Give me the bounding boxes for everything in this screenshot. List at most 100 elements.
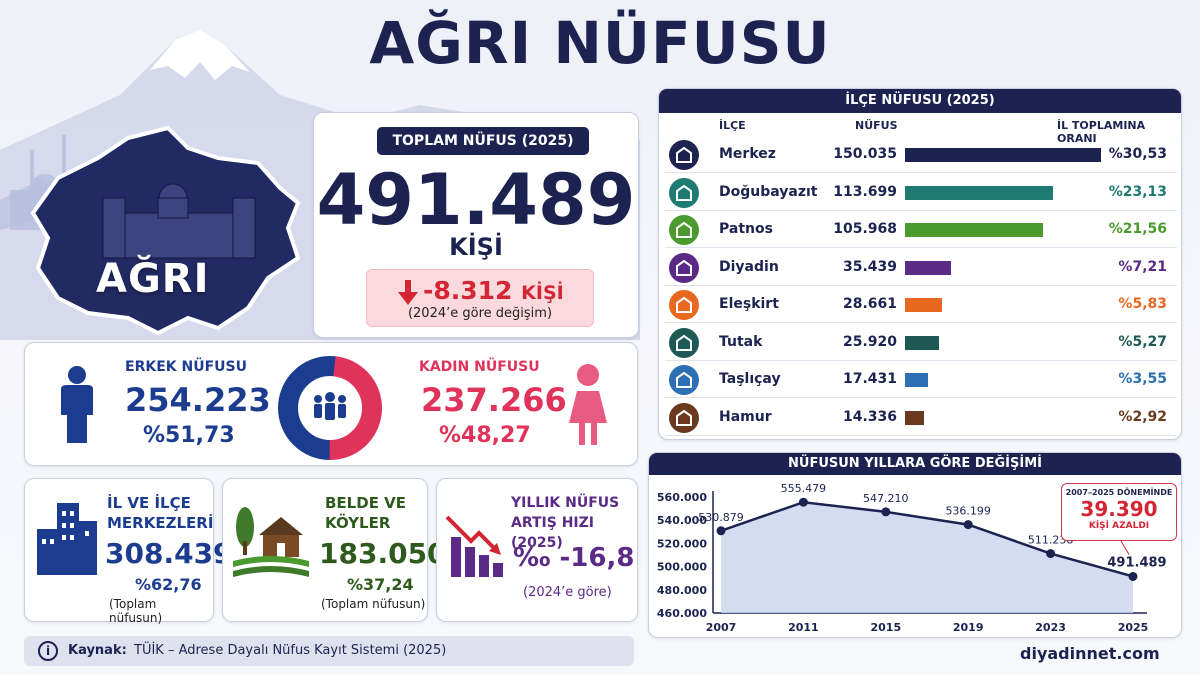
data-point	[963, 520, 973, 530]
district-share-bar	[905, 410, 924, 425]
villages-note: (Toplam nüfusun)	[321, 597, 426, 611]
growth-value: ‰ -16,8	[513, 543, 635, 573]
centers-value: 308.439	[105, 537, 233, 570]
district-population: 28.661	[842, 296, 897, 312]
callout-line1: 2007–2025 DÖNEMİNDE	[1065, 488, 1173, 497]
male-value: 254.223	[125, 381, 271, 419]
district-name: Patnos	[719, 221, 773, 237]
col-district: İLÇE	[719, 119, 746, 132]
province-label: AĞRI	[96, 256, 210, 302]
centers-card: İL VE İLÇE MERKEZLERİ 308.439 %62,76 (Top…	[24, 478, 233, 625]
female-value: 237.266	[421, 381, 567, 419]
villages-value: 183.050	[319, 537, 447, 570]
district-share-bar	[905, 148, 1101, 162]
bridge-icon	[669, 365, 699, 395]
x-tick-label: 2019	[953, 621, 984, 634]
info-icon: i	[38, 641, 58, 661]
district-population: 14.336	[842, 408, 897, 425]
area-fill	[721, 502, 1133, 613]
series-line	[720, 500, 1134, 578]
villages-card: BELDE VE KÖYLER 183.050 %37,24 (Toplam nü…	[222, 478, 447, 622]
change-note: (2024’e göre değişim)	[407, 306, 553, 321]
growth-title: YILLIK NÜFUS ARTIŞ HIZI (2025)	[511, 495, 620, 551]
district-row: Tutak 25.920 %5,27	[665, 325, 1177, 361]
chart-title: NÜFUSUN YILLARA GÖRE DEĞİŞİMİ	[649, 453, 1181, 475]
arch-icon	[669, 327, 699, 358]
gender-card: ERKEK NÜFUSU 254.223 %51,73 KADIN NÜFUSU…	[24, 342, 638, 466]
data-label: 530.879	[698, 511, 744, 524]
change-number: -8.312	[423, 276, 513, 305]
district-row: Diyadin 35.439 %7,21	[665, 250, 1177, 286]
y-tick-label: 460.000	[657, 607, 707, 620]
centers-title: İL VE İLÇE MERKEZLERİ	[107, 494, 214, 532]
district-name: Tutak	[719, 333, 763, 350]
data-label: 491.489	[1107, 555, 1166, 570]
district-population: 150.035	[833, 146, 897, 162]
district-share-bar	[905, 335, 939, 350]
site-link[interactable]: diyadinnet.com	[1020, 644, 1160, 663]
district-population: 113.699	[833, 183, 897, 200]
district-population: 105.968	[833, 221, 897, 237]
population-trend-chart: 560.000 540.000 520.000 500.000 480.000 460.0…	[657, 482, 1167, 634]
col-population: NÜFUS	[855, 119, 898, 132]
district-share: %30,53	[1108, 146, 1167, 162]
change-value: -8.312 KİŞİ	[423, 276, 564, 305]
x-tick-label: 2011	[788, 621, 819, 634]
growth-card: YILLIK NÜFUS ARTIŞ HIZI (2025) ‰ -16,8 (2…	[436, 478, 638, 622]
data-label: 536.199	[945, 505, 991, 518]
city-gate-icon	[669, 140, 699, 170]
page-title: AĞRI NÜFUSU	[369, 9, 831, 77]
district-share-bar	[905, 298, 943, 312]
y-tick-label: 480.000	[657, 584, 707, 597]
district-share: %3,55	[1118, 371, 1167, 387]
villages-pct: %37,24	[347, 575, 414, 594]
x-tick-label: 2023	[1035, 621, 1066, 634]
data-point	[1128, 571, 1138, 581]
house-icon	[669, 402, 699, 433]
female-pct: %48,27	[439, 423, 531, 448]
district-row: Taşlıçay 17.431 %3,55	[665, 362, 1177, 398]
mosque-icon	[669, 252, 699, 283]
district-name: Eleşkirt	[719, 296, 779, 312]
female-label: KADIN NÜFUSU	[419, 359, 540, 375]
district-name: Taşlıçay	[719, 371, 781, 387]
district-share: %7,21	[1118, 258, 1167, 275]
arrow-down-icon	[398, 280, 418, 305]
x-tick-label: 2007	[706, 621, 737, 634]
male-label: ERKEK NÜFUSU	[125, 359, 247, 375]
y-tick-label: 520.000	[657, 537, 707, 550]
change-unit: KİŞİ	[521, 282, 564, 304]
y-tick-label: 500.000	[657, 561, 707, 574]
district-share-bar	[905, 185, 1054, 200]
data-point	[1046, 549, 1056, 559]
male-pct: %51,73	[143, 423, 235, 448]
district-share: %5,27	[1118, 333, 1167, 350]
province-map	[30, 125, 301, 336]
source-text: TÜİK – Adrese Dayalı Nüfus Kayıt Sistemi…	[134, 643, 447, 658]
district-population: 17.431	[842, 371, 897, 387]
female-icon	[569, 364, 607, 445]
district-share: %23,13	[1108, 183, 1167, 200]
district-share: %2,92	[1118, 408, 1167, 425]
data-point	[798, 497, 808, 507]
data-point	[881, 507, 891, 517]
growth-note: (2024’e göre)	[523, 585, 612, 600]
total-header: TOPLAM NÜFUS (2025)	[377, 127, 589, 155]
district-population: 35.439	[842, 258, 897, 275]
district-name: Diyadin	[719, 258, 779, 275]
source-label: Kaynak:	[68, 643, 127, 658]
x-tick-label: 2015	[870, 621, 901, 634]
district-share: %5,83	[1118, 296, 1167, 312]
callout-pointer	[1120, 540, 1130, 555]
centers-pct: %62,76	[135, 575, 202, 594]
district-name: Merkez	[719, 146, 776, 162]
mountain-icon	[669, 177, 699, 208]
clock-tower-icon	[669, 215, 699, 245]
change-box: -8.312 KİŞİ (2024’e göre değişim)	[366, 269, 594, 327]
buildings-icon	[37, 503, 97, 575]
district-row: Eleşkirt 28.661 %5,83	[665, 287, 1177, 323]
decrease-callout: 2007–2025 DÖNEMİNDE 39.390 KİŞİ AZALDI	[1061, 483, 1177, 541]
village-icon	[233, 507, 309, 577]
y-tick-label: 560.000	[657, 491, 707, 504]
villages-title: BELDE VE KÖYLER	[325, 494, 407, 532]
